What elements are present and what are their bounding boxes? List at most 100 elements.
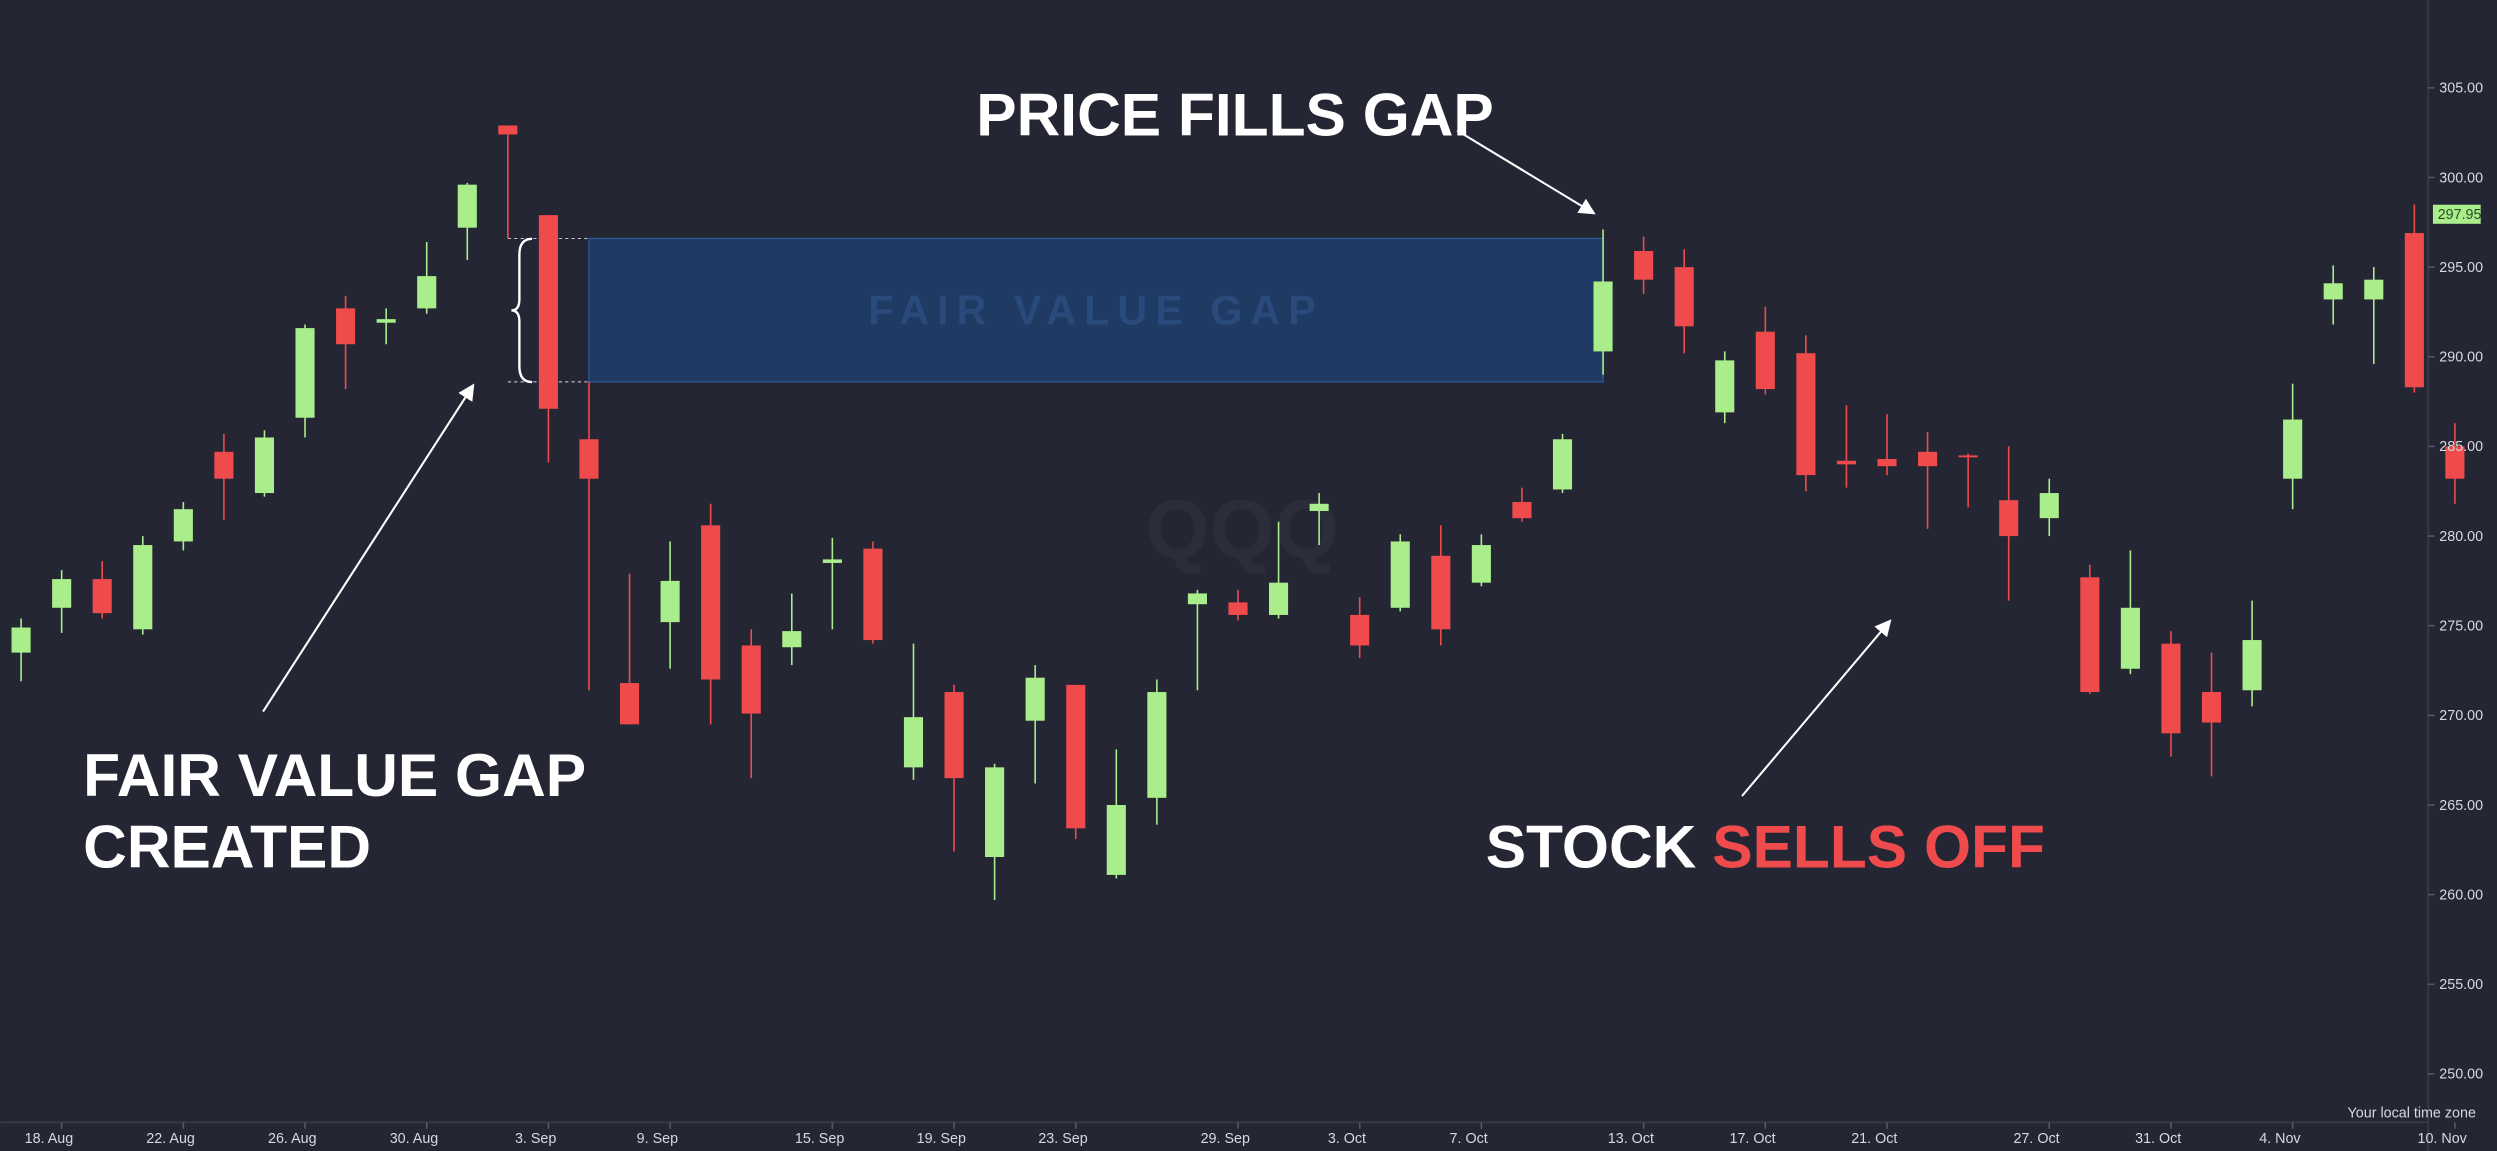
y-tick-label: 265.00 [2439, 798, 2483, 814]
candle-body [2161, 643, 2181, 734]
candle-body [1025, 677, 1045, 721]
x-tick-label: 31. Oct [2135, 1131, 2181, 1147]
candle-body [2039, 493, 2059, 519]
candle-body [579, 439, 599, 479]
x-tick-label: 22. Aug [146, 1131, 195, 1147]
candle-body [417, 276, 437, 309]
y-tick-label: 280.00 [2439, 529, 2483, 545]
x-tick-label: 26. Aug [268, 1131, 317, 1147]
x-tick-label: 9. Sep [637, 1131, 678, 1147]
candle-body [133, 545, 153, 630]
candle-body [1512, 502, 1532, 519]
candle-body [741, 645, 761, 714]
y-tick-label: 295.00 [2439, 260, 2483, 276]
x-tick-label: 3. Oct [1328, 1131, 1366, 1147]
candle-body [822, 559, 842, 563]
candle-body [1471, 545, 1491, 583]
y-tick-label: 275.00 [2439, 618, 2483, 634]
gap-zone-label: FAIR VALUE GAP [868, 287, 1323, 333]
y-tick-label: 300.00 [2439, 170, 2483, 186]
candle-body [1877, 458, 1897, 467]
candle-body [985, 767, 1005, 857]
y-tick-label: 260.00 [2439, 887, 2483, 903]
candle-body [1269, 582, 1289, 615]
arrow [1456, 129, 1596, 215]
plot [11, 125, 2465, 901]
x-tick-label: 21. Oct [1851, 1131, 1897, 1147]
candle-body [2080, 577, 2100, 693]
last-price-box [2432, 204, 2481, 224]
y-tick-label: 290.00 [2439, 350, 2483, 366]
candle-body [701, 525, 721, 680]
x-tick-label: 23. Sep [1038, 1131, 1087, 1147]
candle-body [1999, 500, 2019, 537]
x-tick-label: 18. Aug [25, 1131, 74, 1147]
candle-body [376, 319, 396, 323]
candle-body [2364, 279, 2384, 300]
watermark: QQQ [1146, 482, 1339, 575]
candle-body [660, 580, 680, 623]
x-tick-label: 13. Oct [1608, 1131, 1654, 1147]
arrow [262, 383, 475, 713]
x-tick-label: 27. Oct [2013, 1131, 2059, 1147]
candle-body [214, 451, 234, 479]
candle-body [1147, 692, 1167, 798]
candle-body [295, 328, 315, 418]
candle-body [1634, 251, 1654, 280]
candle-body [619, 683, 640, 725]
timezone: Your local time zone [2348, 1106, 2476, 1122]
annotation-part: SELLS OFF [1712, 813, 2045, 881]
candle-body [1552, 439, 1573, 490]
candle-body [457, 184, 477, 228]
x-tick-label: 4. Nov [2259, 1131, 2301, 1147]
candle-body [1066, 684, 1086, 829]
candle-body [1755, 331, 1775, 390]
candle-body [538, 215, 558, 409]
x-tick-label: 7. Oct [1450, 1131, 1488, 1147]
candle-body [1431, 555, 1451, 630]
candle-body [1715, 360, 1735, 413]
candle-body [903, 717, 924, 768]
candle-body [1309, 503, 1329, 511]
y-tick-label: 250.00 [2439, 1067, 2483, 1083]
candle-body [1918, 451, 1938, 467]
annotation-part: STOCK [1486, 813, 1697, 881]
candle-body [2283, 419, 2303, 479]
candle-body [1187, 593, 1207, 605]
candle-body [863, 548, 883, 641]
candle-body [92, 579, 112, 614]
candle-body [2242, 640, 2262, 691]
y-tick-label: 285.00 [2439, 439, 2483, 455]
candle-body [1106, 805, 1126, 875]
annotation: CREATED [83, 813, 371, 881]
candle-body [11, 627, 31, 653]
x-tick-label: 3. Sep [515, 1131, 556, 1147]
candle-body [2201, 692, 2222, 723]
candle-body [52, 579, 72, 608]
gap-zone [588, 237, 1604, 383]
candle-body [1796, 353, 1816, 476]
annotation: FAIR VALUE GAP [83, 741, 586, 809]
candle-body [944, 692, 964, 779]
candle-body [336, 308, 356, 345]
candle-body [1836, 460, 1856, 465]
candle-body [1228, 602, 1248, 615]
gap-zone-group: FAIR VALUE GAP [507, 237, 1604, 383]
x-tick-label: 29. Sep [1201, 1131, 1250, 1147]
x-tick-label: 30. Aug [390, 1131, 439, 1147]
candle-body [2323, 283, 2343, 300]
candle-body [2404, 233, 2424, 388]
y-tick-label: 255.00 [2439, 977, 2483, 993]
x-tick-label: 15. Sep [795, 1131, 844, 1147]
arrow [1741, 619, 1892, 797]
x-tick-label: 10. Nov [2418, 1131, 2468, 1147]
candle-body [1350, 614, 1370, 646]
candle-body [782, 631, 802, 648]
candle-body [1674, 267, 1694, 327]
annotation: STOCK SELLS OFF [1486, 813, 2045, 881]
candle-body [173, 509, 193, 542]
brace [511, 237, 533, 384]
